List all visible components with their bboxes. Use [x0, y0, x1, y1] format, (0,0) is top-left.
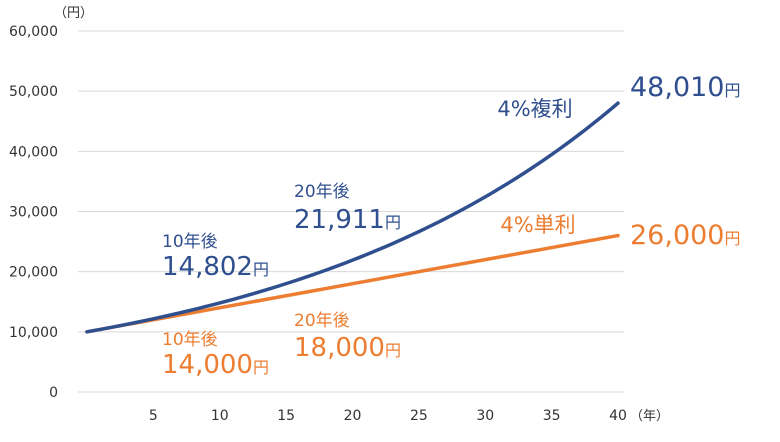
y-axis-tick-labels: 0 10,000 20,000 30,000 40,000 50,000 60,000 — [9, 24, 58, 401]
x-tick-label: 15 — [277, 408, 295, 424]
annotation-compound-20y-label: 20年後 — [294, 182, 350, 202]
annotation-compound-10y: 10年後 14,802円 — [162, 232, 269, 282]
series-label-compound: 4%複利 — [497, 97, 572, 121]
x-axis-tick-labels: 5 10 15 20 25 30 35 40 — [149, 408, 627, 424]
annotation-simple-10y: 10年後 14,000円 — [162, 330, 269, 380]
y-tick-label: 50,000 — [9, 84, 58, 100]
x-tick-label: 30 — [476, 408, 494, 424]
x-tick-label: 5 — [149, 408, 158, 424]
x-tick-label: 10 — [211, 408, 229, 424]
y-tick-label: 30,000 — [9, 205, 58, 221]
x-tick-label: 35 — [543, 408, 561, 424]
annotation-simple-10y-value: 14,000円 — [162, 350, 269, 380]
y-tick-label: 40,000 — [9, 144, 58, 160]
series-lines — [85, 101, 620, 334]
annotation-compound-20y: 20年後 21,911円 — [294, 182, 401, 235]
series-line-simple — [85, 233, 620, 334]
annotation-simple-40y-value: 26,000円 — [630, 220, 741, 251]
annotation-compound-10y-value: 14,802円 — [162, 252, 269, 282]
gridlines — [78, 30, 624, 393]
annotation-simple-40y: 26,000円 — [630, 220, 741, 251]
x-tick-label: 20 — [344, 408, 362, 424]
x-axis-unit-label: （年） — [630, 409, 669, 424]
annotation-simple-20y-value: 18,000円 — [294, 333, 401, 363]
annotation-simple-20y: 20年後 18,000円 — [294, 311, 401, 363]
annotation-compound-20y-value: 21,911円 — [294, 205, 401, 235]
y-tick-label: 60,000 — [9, 24, 58, 40]
series-label-simple: 4%単利 — [500, 213, 575, 237]
y-tick-label: 0 — [49, 385, 58, 401]
y-tick-label: 10,000 — [9, 325, 58, 341]
x-tick-label: 25 — [410, 408, 428, 424]
annotation-compound-40y: 48,010円 — [630, 72, 741, 103]
series-line-compound — [85, 101, 620, 334]
annotation-compound-10y-label: 10年後 — [162, 232, 218, 252]
x-tick-label: 40 — [609, 408, 627, 424]
annotation-simple-10y-label: 10年後 — [162, 330, 218, 350]
annotation-simple-20y-label: 20年後 — [294, 311, 350, 331]
y-axis-unit-label: （円） — [54, 6, 93, 21]
y-tick-label: 20,000 — [9, 265, 58, 281]
annotation-compound-40y-value: 48,010円 — [630, 72, 741, 103]
